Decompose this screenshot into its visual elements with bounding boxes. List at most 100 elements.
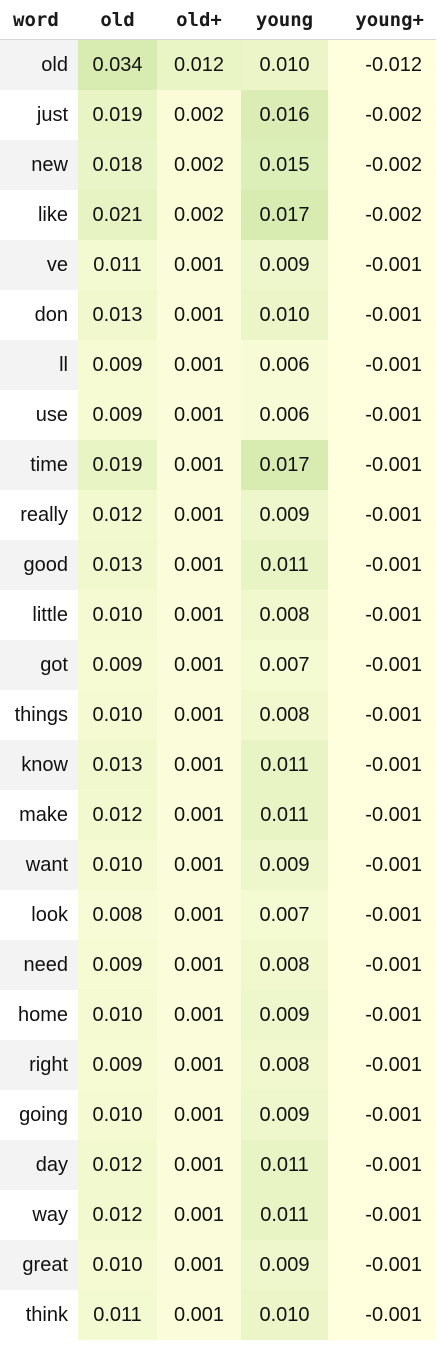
word-cell: ve [0, 240, 78, 290]
word-cell: really [0, 490, 78, 540]
table-row: look 0.008 0.001 0.007 -0.001 [0, 890, 436, 940]
old-plus-cell: 0.001 [157, 590, 241, 640]
old-cell: 0.021 [78, 190, 157, 240]
word-cell: know [0, 740, 78, 790]
young-plus-cell: -0.001 [328, 1240, 436, 1290]
old-cell: 0.012 [78, 790, 157, 840]
young-cell: 0.007 [241, 890, 328, 940]
old-plus-cell: 0.001 [157, 1240, 241, 1290]
old-plus-cell: 0.001 [157, 690, 241, 740]
old-plus-cell: 0.001 [157, 490, 241, 540]
table-row: ll 0.009 0.001 0.006 -0.001 [0, 340, 436, 390]
young-cell: 0.011 [241, 1190, 328, 1240]
word-cell: think [0, 1290, 78, 1340]
young-plus-cell: -0.001 [328, 490, 436, 540]
old-cell: 0.010 [78, 1090, 157, 1140]
old-plus-cell: 0.002 [157, 90, 241, 140]
table-row: going 0.010 0.001 0.009 -0.001 [0, 1090, 436, 1140]
young-plus-cell: -0.002 [328, 90, 436, 140]
word-cell: look [0, 890, 78, 940]
old-cell: 0.009 [78, 940, 157, 990]
old-cell: 0.019 [78, 90, 157, 140]
word-cell: right [0, 1040, 78, 1090]
young-plus-cell: -0.001 [328, 1290, 436, 1340]
old-cell: 0.013 [78, 290, 157, 340]
word-score-table: word old old+ young young+ old 0.034 0.012… [0, 0, 436, 1340]
old-cell: 0.010 [78, 690, 157, 740]
young-cell: 0.011 [241, 1140, 328, 1190]
word-cell: home [0, 990, 78, 1040]
old-plus-cell: 0.001 [157, 890, 241, 940]
table-row: little 0.010 0.001 0.008 -0.001 [0, 590, 436, 640]
young-plus-cell: -0.001 [328, 1190, 436, 1240]
table-row: just 0.019 0.002 0.016 -0.002 [0, 90, 436, 140]
young-plus-cell: -0.001 [328, 1090, 436, 1140]
old-plus-cell: 0.001 [157, 290, 241, 340]
old-cell: 0.010 [78, 840, 157, 890]
young-cell: 0.009 [241, 840, 328, 890]
old-plus-cell: 0.012 [157, 39, 241, 90]
header-row: word old old+ young young+ [0, 0, 436, 40]
old-cell: 0.019 [78, 440, 157, 490]
old-cell: 0.009 [78, 640, 157, 690]
table-row: time 0.019 0.001 0.017 -0.001 [0, 440, 436, 490]
table-body: old 0.034 0.012 0.010 -0.012 just 0.019 0.002 0.… [0, 39, 436, 1340]
young-cell: 0.008 [241, 940, 328, 990]
young-plus-cell: -0.012 [328, 39, 436, 90]
young-cell: 0.010 [241, 39, 328, 90]
old-plus-cell: 0.001 [157, 790, 241, 840]
young-cell: 0.016 [241, 90, 328, 140]
young-plus-cell: -0.001 [328, 240, 436, 290]
table-row: use 0.009 0.001 0.006 -0.001 [0, 390, 436, 440]
table-row: want 0.010 0.001 0.009 -0.001 [0, 840, 436, 890]
old-cell: 0.009 [78, 1040, 157, 1090]
young-cell: 0.008 [241, 590, 328, 640]
header-young: young [241, 0, 328, 40]
table-row: old 0.034 0.012 0.010 -0.012 [0, 39, 436, 90]
young-cell: 0.008 [241, 1040, 328, 1090]
word-cell: new [0, 140, 78, 190]
old-plus-cell: 0.001 [157, 640, 241, 690]
old-plus-cell: 0.001 [157, 390, 241, 440]
table-row: ve 0.011 0.001 0.009 -0.001 [0, 240, 436, 290]
young-cell: 0.006 [241, 390, 328, 440]
old-plus-cell: 0.001 [157, 240, 241, 290]
word-cell: great [0, 1240, 78, 1290]
old-plus-cell: 0.001 [157, 990, 241, 1040]
header-word: word [0, 0, 78, 40]
young-cell: 0.008 [241, 690, 328, 740]
word-cell: little [0, 590, 78, 640]
young-cell: 0.009 [241, 990, 328, 1040]
old-plus-cell: 0.001 [157, 1040, 241, 1090]
old-cell: 0.012 [78, 1140, 157, 1190]
old-cell: 0.010 [78, 990, 157, 1040]
old-plus-cell: 0.001 [157, 840, 241, 890]
table-row: day 0.012 0.001 0.011 -0.001 [0, 1140, 436, 1190]
young-cell: 0.010 [241, 290, 328, 340]
young-plus-cell: -0.001 [328, 640, 436, 690]
young-plus-cell: -0.001 [328, 690, 436, 740]
old-cell: 0.018 [78, 140, 157, 190]
young-plus-cell: -0.001 [328, 940, 436, 990]
old-cell: 0.011 [78, 1290, 157, 1340]
word-cell: day [0, 1140, 78, 1190]
old-plus-cell: 0.002 [157, 140, 241, 190]
old-plus-cell: 0.001 [157, 440, 241, 490]
table-header: word old old+ young young+ [0, 0, 436, 40]
word-cell: old [0, 39, 78, 90]
old-plus-cell: 0.001 [157, 1090, 241, 1140]
word-cell: use [0, 390, 78, 440]
young-cell: 0.017 [241, 440, 328, 490]
old-cell: 0.012 [78, 1190, 157, 1240]
young-plus-cell: -0.001 [328, 990, 436, 1040]
old-plus-cell: 0.001 [157, 540, 241, 590]
header-old: old [78, 0, 157, 40]
table-row: way 0.012 0.001 0.011 -0.001 [0, 1190, 436, 1240]
old-cell: 0.011 [78, 240, 157, 290]
table-row: right 0.009 0.001 0.008 -0.001 [0, 1040, 436, 1090]
young-plus-cell: -0.001 [328, 840, 436, 890]
word-cell: don [0, 290, 78, 340]
old-cell: 0.013 [78, 540, 157, 590]
word-cell: need [0, 940, 78, 990]
